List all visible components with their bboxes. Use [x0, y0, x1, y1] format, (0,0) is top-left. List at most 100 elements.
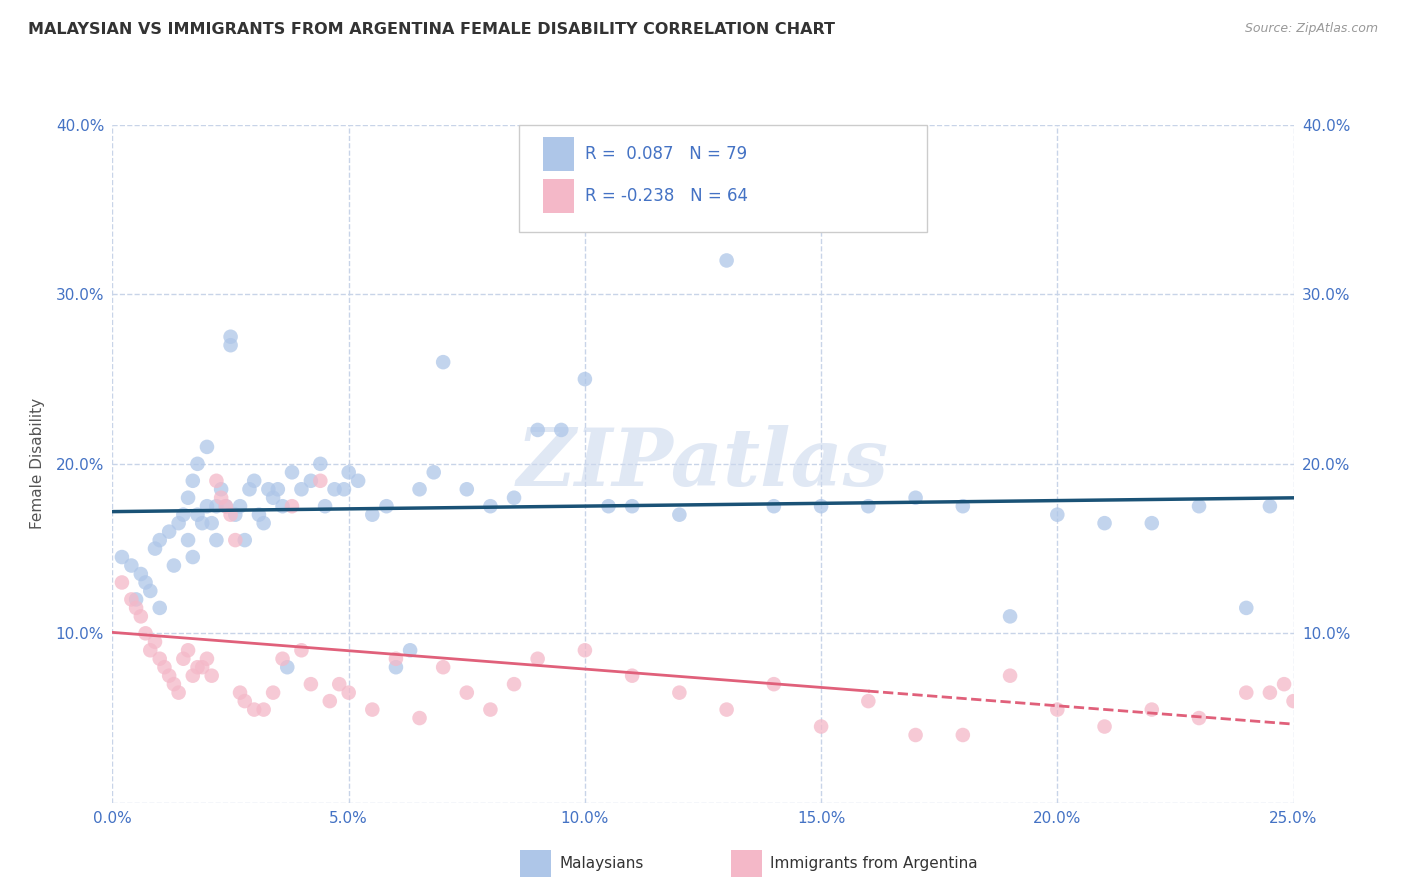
Point: [205, 500, 228, 514]
Point: [157, 524, 180, 539]
Point: [120, 558, 142, 573]
Text: Immigrants from Argentina: Immigrants from Argentina: [770, 856, 979, 871]
Point: [243, 703, 266, 717]
Point: [526, 423, 548, 437]
Point: [125, 601, 148, 615]
Point: [668, 685, 690, 699]
Point: [139, 643, 162, 657]
Point: [172, 508, 194, 522]
Point: [253, 703, 276, 717]
Point: [111, 549, 134, 565]
Point: [1140, 516, 1163, 530]
Point: [215, 500, 238, 514]
Point: [1234, 685, 1257, 699]
Point: [550, 423, 572, 437]
Point: [209, 491, 232, 505]
Point: [233, 694, 256, 708]
Point: [716, 253, 738, 268]
Point: [328, 677, 350, 691]
Point: [181, 549, 204, 565]
Point: [167, 685, 190, 699]
Point: [716, 703, 738, 717]
Point: [271, 500, 294, 514]
Point: [281, 500, 304, 514]
Point: [375, 500, 398, 514]
Point: [422, 466, 444, 480]
Point: [135, 575, 157, 590]
Point: [1292, 703, 1315, 717]
Point: [233, 533, 256, 548]
Text: Malaysians: Malaysians: [560, 856, 644, 871]
Point: [668, 508, 690, 522]
Point: [309, 457, 332, 471]
Point: [167, 516, 190, 530]
Point: [574, 643, 596, 657]
Point: [209, 483, 232, 497]
Point: [1046, 508, 1069, 522]
Point: [952, 728, 974, 742]
Point: [219, 330, 242, 344]
Point: [153, 660, 176, 674]
Point: [135, 626, 157, 640]
Point: [238, 483, 260, 497]
Point: [1188, 711, 1211, 725]
Point: [111, 575, 134, 590]
Point: [219, 508, 242, 522]
Point: [172, 651, 194, 665]
Point: [479, 703, 502, 717]
Point: [149, 601, 172, 615]
Point: [1046, 703, 1069, 717]
Point: [262, 491, 284, 505]
Point: [1272, 677, 1295, 691]
Point: [1282, 694, 1305, 708]
Text: Source: ZipAtlas.com: Source: ZipAtlas.com: [1244, 22, 1378, 36]
Point: [253, 516, 276, 530]
Point: [337, 466, 360, 480]
Point: [224, 533, 246, 548]
Point: [290, 483, 312, 497]
Point: [904, 491, 927, 505]
Point: [163, 677, 186, 691]
Point: [319, 694, 342, 708]
Point: [385, 660, 408, 674]
Point: [337, 685, 360, 699]
Point: [858, 500, 880, 514]
Point: [177, 491, 200, 505]
Point: [347, 474, 370, 488]
Point: [229, 500, 252, 514]
Point: [191, 516, 214, 530]
Point: [139, 584, 162, 599]
Point: [526, 651, 548, 665]
Point: [1188, 500, 1211, 514]
Point: [157, 669, 180, 683]
Point: [503, 491, 526, 505]
Point: [205, 533, 228, 548]
Text: R =  0.087   N = 79: R = 0.087 N = 79: [585, 145, 747, 163]
Point: [262, 685, 284, 699]
Point: [195, 651, 218, 665]
Point: [177, 533, 200, 548]
Point: [952, 500, 974, 514]
Point: [125, 592, 148, 607]
Point: [810, 719, 832, 733]
Point: [1258, 685, 1281, 699]
Point: [574, 372, 596, 386]
Point: [333, 483, 356, 497]
Point: [621, 500, 644, 514]
Point: [224, 508, 246, 522]
Point: [998, 609, 1021, 624]
Point: [762, 677, 785, 691]
Point: [810, 500, 832, 514]
Point: [1140, 703, 1163, 717]
Point: [120, 592, 142, 607]
Text: MALAYSIAN VS IMMIGRANTS FROM ARGENTINA FEMALE DISABILITY CORRELATION CHART: MALAYSIAN VS IMMIGRANTS FROM ARGENTINA F…: [28, 22, 835, 37]
Point: [181, 669, 204, 683]
Point: [762, 500, 785, 514]
Point: [314, 500, 336, 514]
Point: [598, 500, 620, 514]
Point: [243, 474, 266, 488]
Point: [215, 500, 238, 514]
Point: [129, 609, 152, 624]
Point: [503, 677, 526, 691]
Point: [408, 483, 430, 497]
